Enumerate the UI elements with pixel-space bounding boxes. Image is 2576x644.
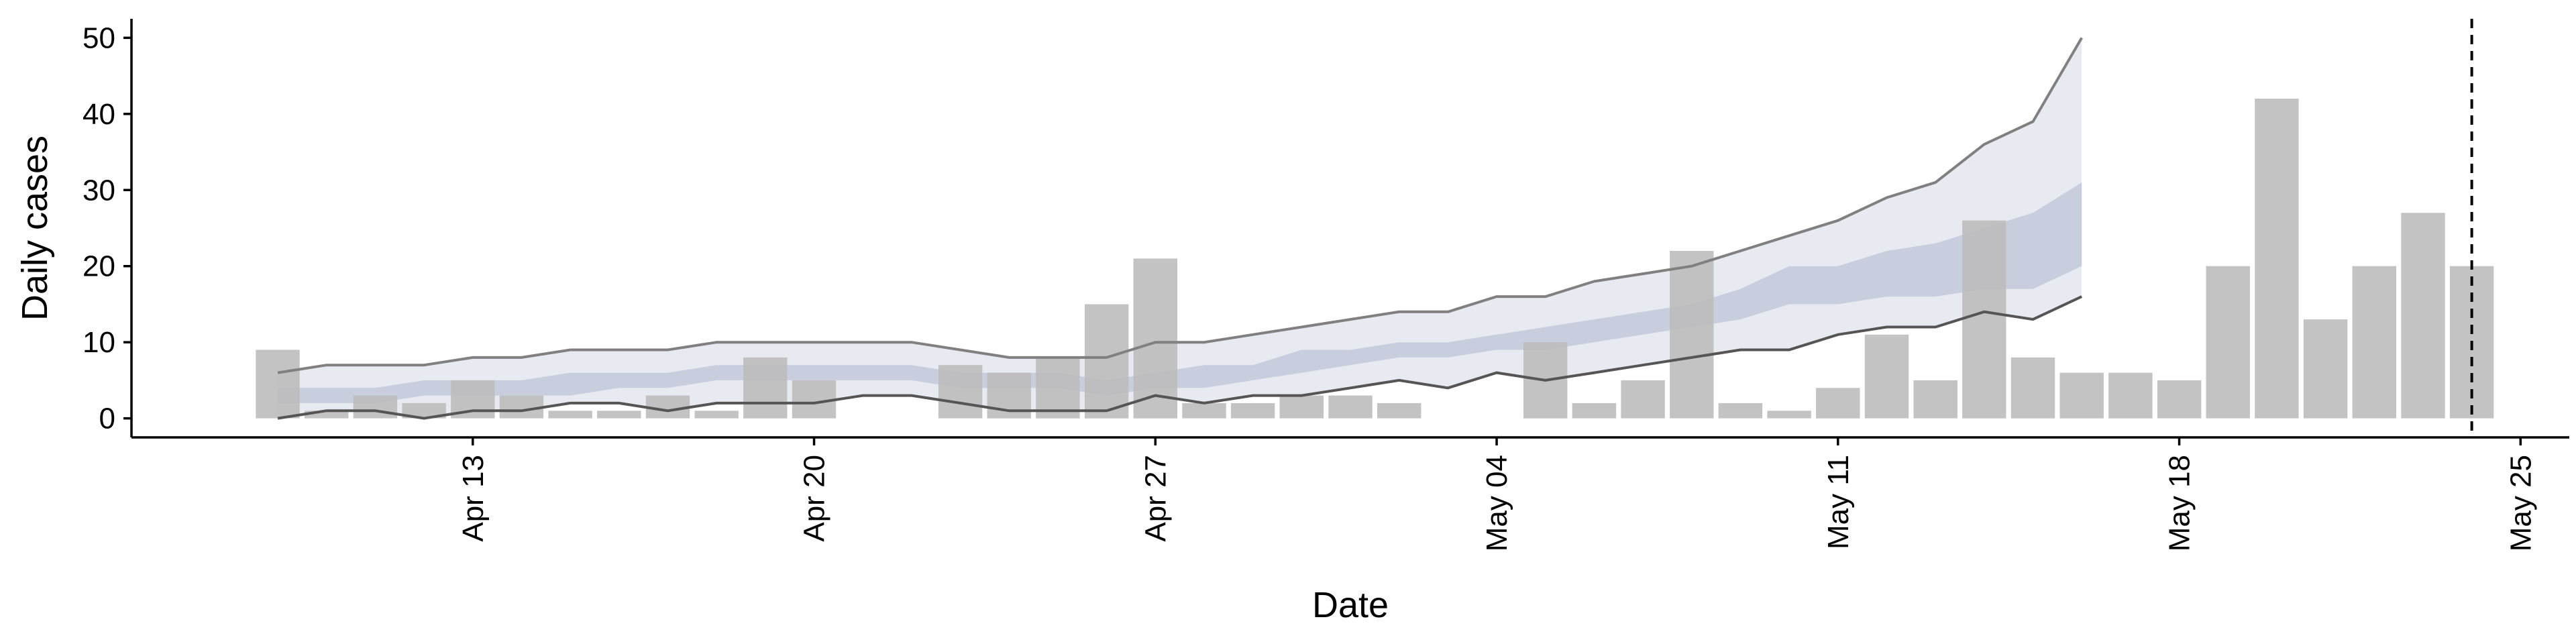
- case-bar: [256, 350, 300, 419]
- case-bar: [2206, 266, 2250, 419]
- case-bar: [2401, 213, 2445, 419]
- case-bar: [353, 395, 398, 419]
- case-bar: [2303, 319, 2348, 419]
- y-tick-label: 50: [83, 21, 115, 54]
- case-bar: [499, 395, 544, 419]
- case-bar: [1036, 357, 1080, 419]
- case-bar: [743, 357, 788, 419]
- forecast-lower-line: [277, 295, 2083, 420]
- case-bar: [1328, 395, 1373, 419]
- x-tick-label: May 11: [1822, 455, 1855, 549]
- case-bar: [1718, 402, 1763, 419]
- case-bar: [2255, 99, 2299, 419]
- case-bar: [1133, 258, 1177, 419]
- case-bar: [1767, 411, 1811, 419]
- case-bar: [1670, 251, 1714, 419]
- y-axis-label: Daily cases: [15, 136, 55, 321]
- case-bar: [2059, 372, 2104, 419]
- x-tick-label: May 04: [1481, 455, 1513, 551]
- y-tick-label: 40: [83, 98, 115, 131]
- x-tick-label: Apr 20: [798, 455, 831, 542]
- case-bar: [1230, 402, 1275, 419]
- x-tick-label: Apr 13: [457, 455, 490, 542]
- case-bar: [1621, 380, 1665, 419]
- case-bar: [2157, 380, 2202, 419]
- case-bar: [1084, 304, 1129, 419]
- case-bar: [1816, 388, 1860, 419]
- forecast-edge-lines: [277, 37, 2083, 420]
- daily-case-bars: [256, 99, 2494, 419]
- forecast-upper-line: [277, 37, 2083, 374]
- y-tick-label: 20: [83, 250, 115, 283]
- axes: 0 10 20 30 40 50 Apr 13 Apr 20 Apr 27 May 04 May 1…: [83, 19, 2569, 551]
- case-bar: [792, 380, 837, 419]
- case-bar: [938, 365, 983, 419]
- case-bar: [1913, 380, 1957, 419]
- case-bar: [1377, 402, 1421, 419]
- case-bar: [305, 411, 349, 419]
- case-bar: [1962, 220, 2006, 419]
- y-tick-label: 0: [99, 402, 115, 435]
- x-tick-label: Apr 27: [1139, 455, 1172, 542]
- x-tick-label: May 25: [2504, 455, 2537, 551]
- case-bar: [402, 402, 446, 419]
- case-bar: [1572, 402, 1617, 419]
- case-bar: [694, 411, 739, 419]
- case-bar: [597, 411, 641, 419]
- case-bar: [2108, 372, 2153, 419]
- case-bar: [548, 411, 592, 419]
- case-bar: [2352, 266, 2396, 419]
- case-bar: [1279, 395, 1324, 419]
- y-tick-label: 30: [83, 174, 115, 207]
- case-bar: [1864, 334, 1909, 419]
- case-bar: [645, 395, 690, 419]
- case-bar: [1182, 402, 1226, 419]
- x-axis-label: Date: [1312, 585, 1389, 625]
- y-tick-label: 10: [83, 326, 115, 359]
- x-tick-label: May 18: [2163, 455, 2196, 551]
- case-bar: [2010, 357, 2055, 419]
